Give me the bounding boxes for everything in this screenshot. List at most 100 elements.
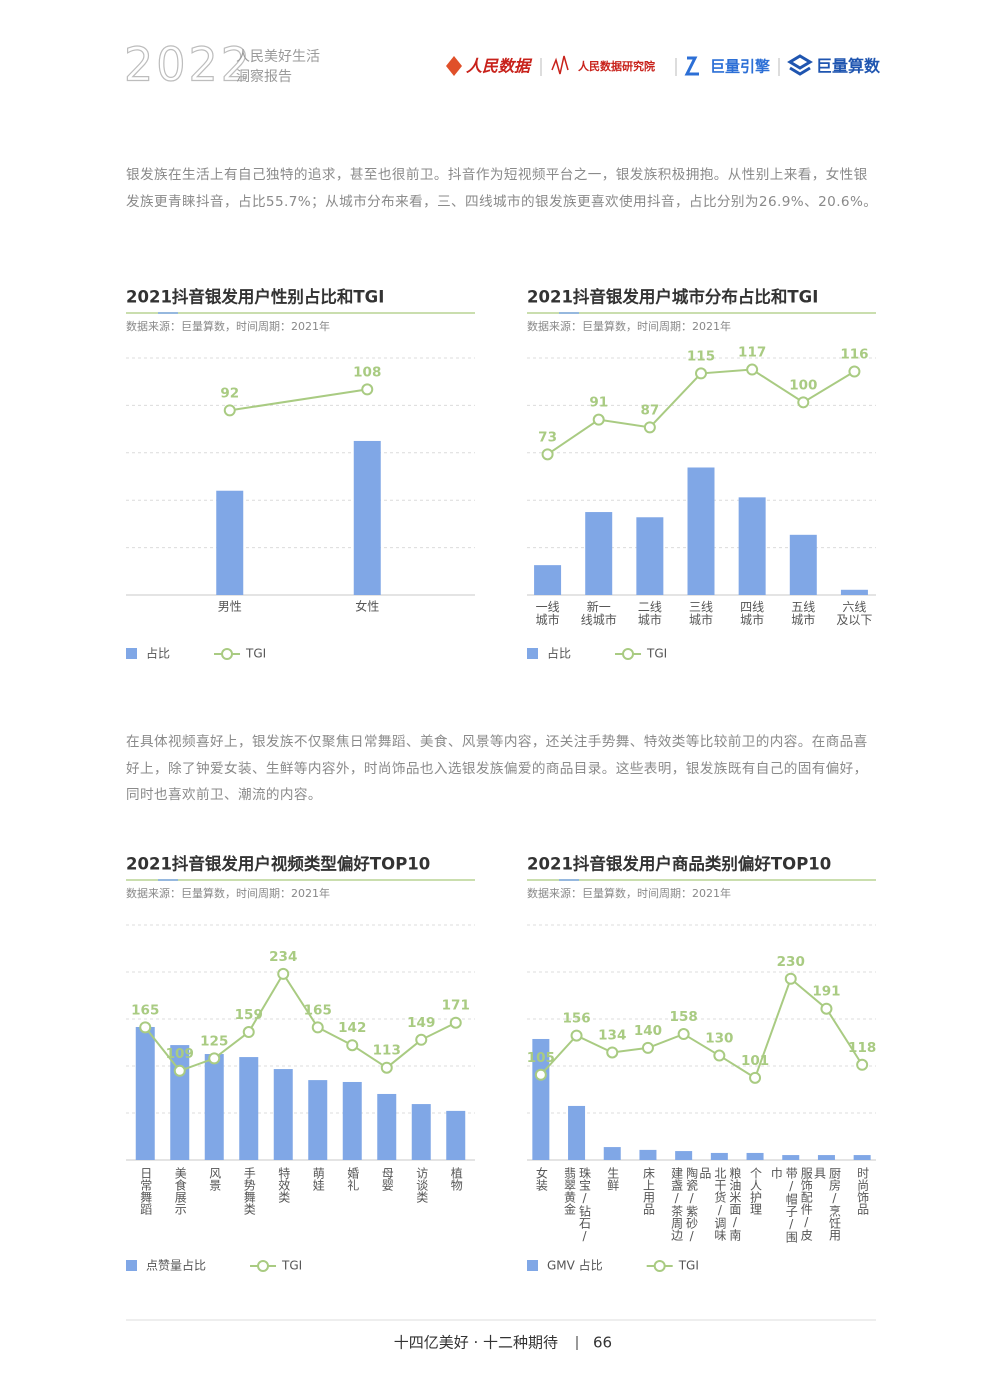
bar (585, 512, 613, 595)
tgi-point (277, 967, 290, 980)
chart-title: 2021抖音银发用户视频类型偏好TOP10 (126, 854, 430, 874)
bar (853, 1155, 871, 1160)
x-tick-label: 个人护理 (748, 1167, 763, 1215)
tgi-label: 73 (538, 429, 557, 445)
bar (135, 1026, 155, 1160)
bar (639, 1149, 657, 1160)
tgi-point (380, 1061, 393, 1074)
legend-label: 占比 (547, 646, 571, 661)
logo-icon (446, 56, 462, 76)
bar (534, 565, 562, 595)
tgi-label: 159 (235, 1007, 263, 1023)
bar (817, 1155, 835, 1160)
bar (216, 490, 244, 595)
bar (239, 1057, 259, 1160)
x-tick-label: 风景 (207, 1167, 222, 1191)
tgi-point (848, 365, 861, 378)
tgi-label: 105 (527, 1050, 555, 1066)
bar (782, 1155, 800, 1160)
tgi-label: 142 (338, 1020, 366, 1036)
bar (568, 1105, 586, 1160)
bar (636, 517, 664, 595)
x-tick-label: 一线城市 (536, 600, 560, 627)
bar (377, 1093, 397, 1160)
legend-marker (653, 1260, 666, 1272)
tgi-label: 101 (741, 1053, 769, 1069)
bar (446, 1110, 466, 1160)
bar (687, 467, 715, 595)
bar (411, 1104, 431, 1160)
tgi-point (713, 1049, 726, 1062)
tgi-label: 115 (687, 348, 715, 364)
x-tick-label: 时尚饰品 (855, 1167, 870, 1215)
bar (342, 1081, 362, 1160)
tgi-point (139, 1021, 152, 1034)
tgi-point (346, 1039, 359, 1052)
tgi-label: 87 (640, 402, 659, 418)
tgi-label: 117 (738, 345, 766, 361)
tgi-label: 134 (598, 1027, 626, 1043)
tgi-point (449, 1016, 462, 1029)
x-tick-label: 萌娃 (311, 1167, 326, 1191)
logo: 巨量算数 (816, 57, 881, 76)
x-tick-label: 三线城市 (689, 600, 713, 627)
bar (308, 1080, 328, 1160)
tgi-label: 230 (777, 954, 805, 970)
tgi-point (534, 1068, 547, 1081)
tgi-point (208, 1052, 221, 1065)
tgi-point (643, 421, 656, 434)
tgi-label: 108 (353, 364, 381, 380)
bar (603, 1147, 621, 1160)
bar (746, 1152, 764, 1160)
x-tick-label: 女性 (355, 599, 379, 614)
tgi-point (570, 1029, 583, 1042)
x-tick-label: 特效类 (276, 1167, 291, 1203)
tgi-line (540, 977, 863, 1080)
tgi-label: 118 (848, 1040, 876, 1056)
logo: 巨量引擎 (710, 58, 770, 76)
x-tick-label: 日常舞蹈 (138, 1167, 153, 1215)
legend-swatch (527, 648, 538, 659)
tgi-point (749, 1071, 762, 1084)
bar (273, 1069, 293, 1160)
tgi-point (592, 413, 605, 426)
logo-icon (787, 54, 813, 76)
x-tick-label: 二线城市 (638, 600, 662, 627)
tgi-point (820, 1002, 833, 1015)
tgi-label: 140 (634, 1023, 662, 1039)
chart-source: 数据来源：巨量算数，时间周期：2021年 (527, 886, 731, 900)
tgi-point (541, 448, 554, 461)
page-number: 66 (593, 1334, 612, 1352)
x-tick-label: 新一线城市 (581, 599, 617, 627)
legend-label: TGI (646, 647, 667, 661)
tgi-label: 113 (373, 1043, 401, 1059)
tgi-point (746, 363, 759, 376)
tgi-label: 158 (670, 1009, 698, 1025)
logo-icon (684, 56, 699, 76)
x-tick-label: 六线及以下 (836, 600, 872, 627)
chart-title: 2021抖音银发用户商品类别偏好TOP10 (527, 854, 831, 874)
x-tick-label: 珠宝/钻石/翡翠黄金 (562, 1167, 592, 1243)
legend-marker (622, 648, 635, 660)
bar (204, 1054, 224, 1160)
tgi-line (144, 971, 457, 1072)
x-tick-label: 厨房/烹饪用具 (812, 1167, 842, 1241)
chart-title: 2021抖音银发用户城市分布占比和TGI (527, 287, 818, 307)
x-tick-label: 服饰配件/皮带/帽子/围巾 (769, 1167, 814, 1243)
bar (675, 1151, 693, 1160)
legend-label: GMV 占比 (547, 1258, 603, 1273)
tgi-point (695, 367, 707, 380)
paragraph: 在具体视频喜好上，银发族不仅聚焦日常舞蹈、美食、风景等内容，还关注手势舞、特效类… (126, 734, 868, 803)
logo-icon (551, 55, 569, 75)
footer-text: 十四亿美好 · 十二种期待 (394, 1334, 558, 1352)
bar (710, 1152, 728, 1160)
legend-swatch (527, 1260, 538, 1271)
x-tick-label: 生鲜 (605, 1167, 620, 1191)
x-tick-label: 手势舞类 (242, 1167, 257, 1215)
x-tick-label: 美食展示 (173, 1167, 188, 1215)
tgi-label: 92 (220, 385, 239, 401)
chart-source: 数据来源：巨量算数，时间周期：2021年 (126, 886, 330, 900)
chart-source: 数据来源：巨量算数，时间周期：2021年 (126, 319, 330, 333)
